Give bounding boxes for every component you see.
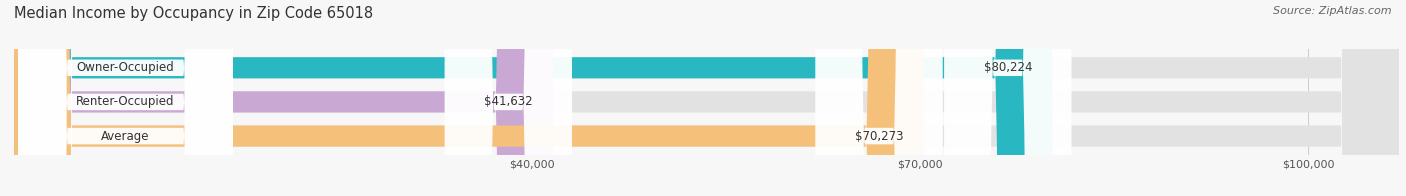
Text: $41,632: $41,632 [484, 95, 533, 108]
FancyBboxPatch shape [14, 0, 924, 196]
Text: Source: ZipAtlas.com: Source: ZipAtlas.com [1274, 6, 1392, 16]
FancyBboxPatch shape [815, 0, 942, 196]
Text: $80,224: $80,224 [984, 61, 1032, 74]
Text: Owner-Occupied: Owner-Occupied [77, 61, 174, 74]
FancyBboxPatch shape [444, 0, 572, 196]
FancyBboxPatch shape [943, 0, 1071, 196]
FancyBboxPatch shape [14, 0, 1053, 196]
FancyBboxPatch shape [14, 0, 1399, 196]
Text: $70,273: $70,273 [855, 130, 903, 142]
FancyBboxPatch shape [14, 0, 1399, 196]
Text: Average: Average [101, 130, 150, 142]
Text: Renter-Occupied: Renter-Occupied [76, 95, 174, 108]
Text: Median Income by Occupancy in Zip Code 65018: Median Income by Occupancy in Zip Code 6… [14, 6, 373, 21]
FancyBboxPatch shape [18, 0, 233, 196]
FancyBboxPatch shape [14, 0, 553, 196]
FancyBboxPatch shape [18, 0, 233, 196]
FancyBboxPatch shape [14, 0, 1399, 196]
FancyBboxPatch shape [18, 0, 233, 196]
